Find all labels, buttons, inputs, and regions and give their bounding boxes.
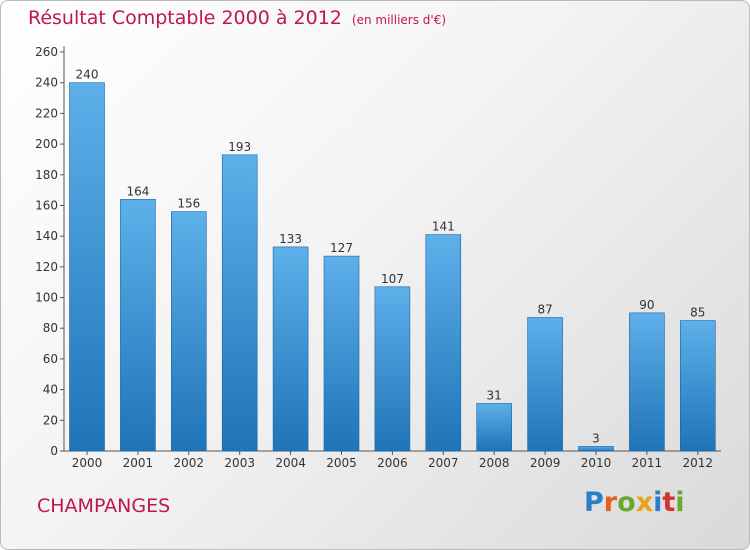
x-tick-label: 2001: [123, 456, 154, 470]
chart-subtitle: (en milliers d'€): [351, 13, 447, 27]
y-tick-label: 20: [43, 413, 58, 427]
y-tick-label: 60: [43, 352, 58, 366]
brand-letter: t: [662, 487, 676, 518]
data-label: 240: [76, 68, 99, 82]
y-tick-label: 180: [35, 168, 58, 182]
y-tick-label: 260: [35, 45, 58, 59]
chart-bars: 240 164 156 193 133 127 107 141 31 87 3 90 85: [69, 68, 716, 452]
bar: [527, 317, 563, 452]
bar: [374, 286, 411, 452]
data-label: 3: [592, 431, 600, 445]
brand-logo: Proxiti: [584, 487, 685, 518]
chart-title: Résultat Comptable 2000 à 2012 (en millie…: [28, 7, 446, 29]
brand-letter: i: [675, 487, 685, 518]
data-label: 156: [177, 197, 200, 211]
chart-title-text: Résultat Comptable 2000 à 2012: [28, 7, 342, 29]
y-tick-label: 120: [35, 260, 58, 274]
y-tick-label: 220: [35, 106, 58, 120]
bar: [120, 199, 156, 452]
data-label: 193: [228, 140, 251, 154]
y-tick-label: 200: [35, 137, 58, 151]
y-tick-label: 240: [35, 76, 58, 90]
bar: [69, 82, 105, 452]
y-tick-label: 80: [43, 321, 58, 335]
x-tick-label: 2010: [581, 456, 612, 470]
x-tick-label: 2012: [683, 456, 714, 470]
data-label: 90: [639, 298, 654, 312]
x-tick-label: 2009: [530, 456, 561, 470]
brand-letter: r: [603, 487, 618, 518]
x-tick-label: 2003: [224, 456, 255, 470]
y-tick-label: 160: [35, 198, 58, 212]
data-label: 87: [537, 302, 552, 316]
data-label: 141: [432, 220, 455, 234]
x-tick-label: 2007: [428, 456, 459, 470]
bar: [323, 255, 360, 452]
x-tick-label: 2011: [632, 456, 663, 470]
x-tick-label: 2006: [377, 456, 408, 470]
brand-letter: o: [617, 487, 636, 518]
bar: [425, 234, 462, 452]
town-name: CHAMPANGES: [37, 495, 171, 517]
bar: [476, 403, 513, 452]
y-tick-label: 140: [35, 229, 58, 243]
bar: [272, 246, 309, 452]
x-tick-label: 2004: [275, 456, 306, 470]
y-tick-label: 100: [35, 291, 58, 305]
x-tick-label: 2005: [326, 456, 357, 470]
data-label: 127: [330, 241, 353, 255]
brand-letter: x: [635, 487, 654, 518]
bar: [629, 312, 665, 452]
y-tick-label: 0: [50, 444, 58, 458]
x-tick-label: 2000: [72, 456, 103, 470]
data-label: 133: [279, 232, 302, 246]
y-tick-label: 40: [43, 383, 58, 397]
bar: [171, 211, 207, 452]
data-label: 164: [126, 184, 149, 198]
brand-letter: i: [653, 487, 663, 518]
data-label: 107: [381, 272, 404, 286]
x-tick-label: 2008: [479, 456, 510, 470]
brand-letter: P: [584, 487, 604, 518]
x-tick-label: 2002: [174, 456, 205, 470]
data-label: 85: [690, 306, 705, 320]
bar: [679, 320, 716, 452]
data-label: 31: [487, 388, 502, 402]
bar: [221, 154, 258, 452]
bar: [578, 446, 614, 452]
